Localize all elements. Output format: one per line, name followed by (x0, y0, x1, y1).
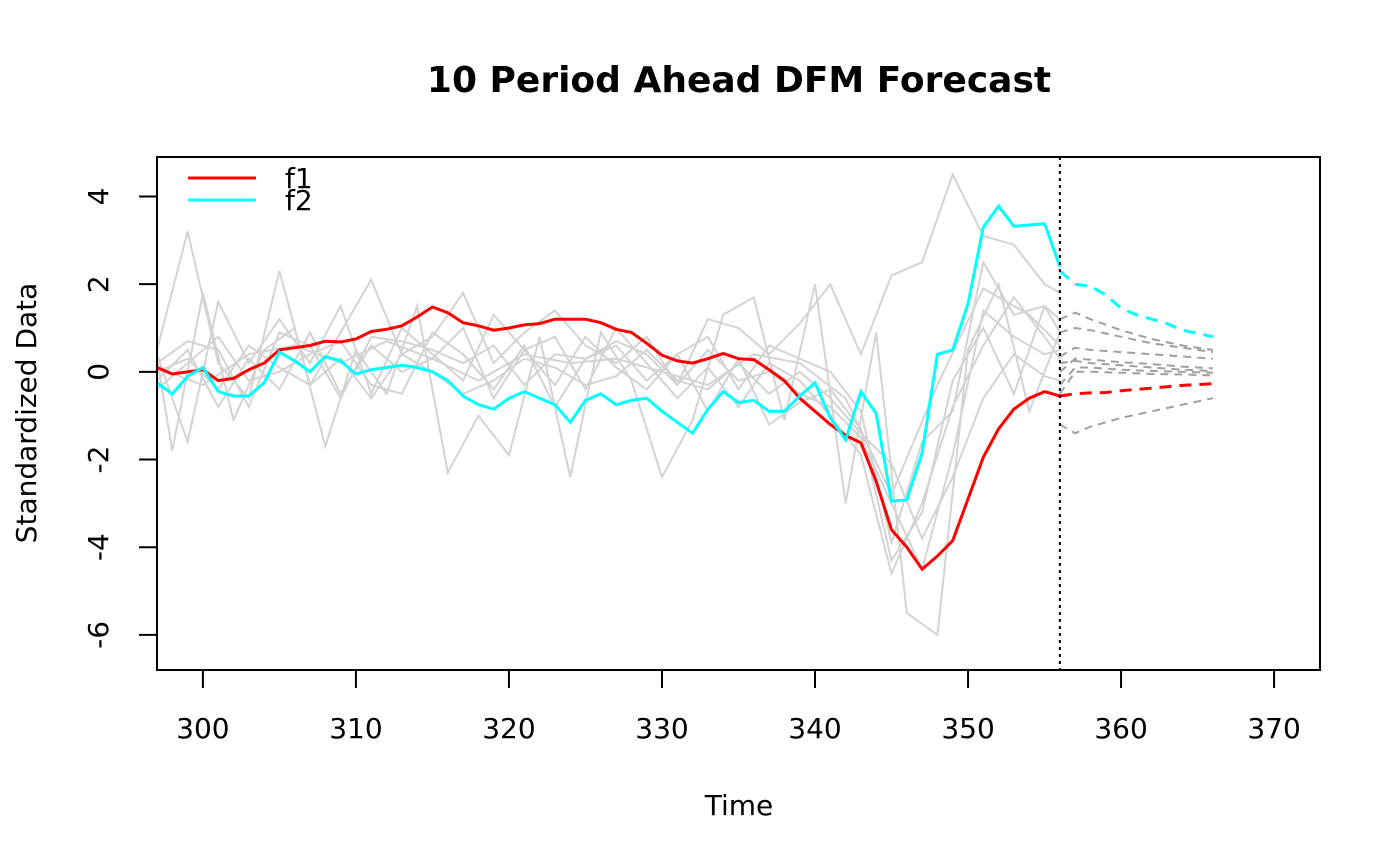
legend-label-f2: f2 (285, 184, 313, 217)
y-tick-label: -6 (82, 621, 115, 649)
x-tick-label: 340 (788, 712, 841, 745)
legend-label-f1: f1 (285, 162, 313, 195)
x-axis-label: Time (704, 789, 774, 822)
forecast-line-f1 (1059, 382, 1213, 398)
forecast-series-line-6 (1059, 366, 1213, 386)
background-series-line-5 (156, 344, 1061, 541)
forecast-series-line-7 (1059, 370, 1213, 395)
legend: f1 f2 (188, 162, 313, 217)
y-tick-label: 4 (82, 188, 115, 206)
y-axis: -6 -4 -2 0 2 4 (82, 188, 158, 649)
x-tick-label: 300 (176, 712, 229, 745)
x-tick-label: 330 (635, 712, 688, 745)
y-tick-label: -2 (82, 446, 115, 474)
x-tick-label: 350 (941, 712, 994, 745)
forecast-series-line-1 (1059, 311, 1214, 351)
x-tick-label: 370 (1247, 712, 1300, 745)
y-tick-label: 2 (82, 275, 115, 293)
x-tick-label: 360 (1094, 712, 1147, 745)
background-series-line-3 (156, 304, 1061, 563)
y-axis-label: Standardized Data (10, 283, 43, 544)
y-tick-label: -4 (82, 533, 115, 561)
main-series-group (156, 203, 1214, 572)
forecast-series-line-2 (1059, 326, 1214, 354)
x-tick-label: 310 (329, 712, 382, 745)
background-series-line-2 (156, 281, 1061, 637)
x-axis: 300 310 320 330 340 350 360 370 (176, 669, 1301, 745)
forecast-series-group (1059, 311, 1214, 435)
x-tick-label: 320 (482, 712, 535, 745)
forecast-series-line-4 (1059, 357, 1213, 373)
forecast-series-line-5 (1059, 359, 1213, 372)
forecast-series-line-3 (1059, 346, 1213, 360)
chart-title: 10 Period Ahead DFM Forecast (427, 60, 1051, 101)
series-line-f2 (156, 203, 1062, 503)
forecast-series-line-8 (1059, 397, 1214, 435)
background-series-line-8 (156, 287, 1061, 498)
series-line-f1 (156, 305, 1061, 572)
y-tick-label: 0 (82, 363, 115, 381)
forecast-line-f2 (1058, 269, 1214, 339)
